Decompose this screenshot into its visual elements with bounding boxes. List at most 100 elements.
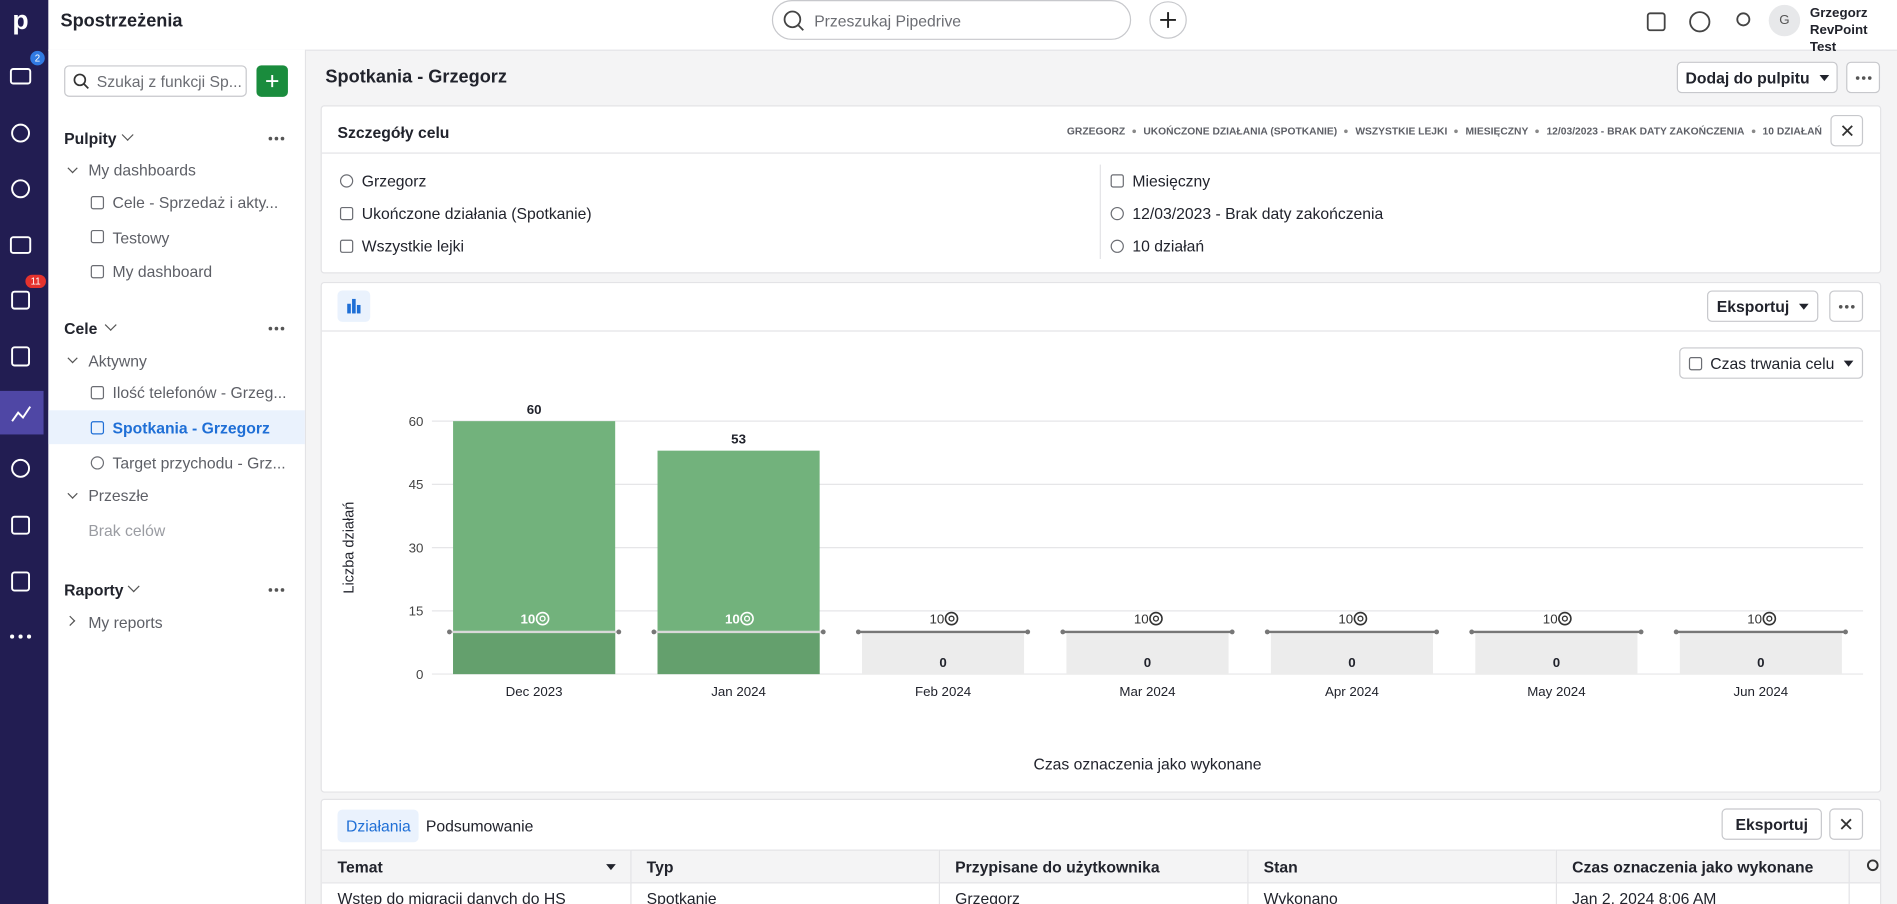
mail-icon[interactable] bbox=[9, 68, 32, 85]
table-header: Temat Typ Przypisane do użytkownika Stan Cza… bbox=[321, 850, 1881, 883]
target-end bbox=[1469, 629, 1475, 635]
sidebar-item[interactable]: Testowy bbox=[112, 228, 170, 247]
target-icon bbox=[539, 615, 546, 622]
period-icon bbox=[1110, 174, 1124, 188]
section-title[interactable]: Raporty bbox=[64, 580, 124, 600]
y-axis-label: Liczba działań bbox=[341, 502, 357, 594]
value-label: 0 bbox=[939, 655, 946, 670]
section-title[interactable]: Pulpity bbox=[64, 129, 117, 148]
period-select[interactable]: Czas trwania celu bbox=[1679, 347, 1864, 379]
extensions-icon[interactable] bbox=[1646, 12, 1666, 32]
tag: MIESIĘCZNY bbox=[1465, 124, 1529, 137]
user-icon bbox=[339, 174, 354, 188]
target-label: 10 bbox=[1134, 611, 1149, 626]
target-label: 10 bbox=[725, 611, 740, 626]
detail-field: Ukończone działania (Spotkanie) bbox=[361, 204, 592, 223]
x-tick-label: May 2024 bbox=[1527, 684, 1585, 699]
target-icon bbox=[944, 611, 959, 626]
target-end bbox=[1434, 629, 1440, 635]
sidebar-item[interactable]: My dashboard bbox=[112, 262, 213, 281]
detail-field: Wszystkie lejki bbox=[361, 237, 464, 256]
bar-below-target bbox=[453, 631, 616, 675]
sidebar-item-active[interactable]: Spotkania - Grzegorz bbox=[112, 418, 270, 437]
add-to-dashboard[interactable]: Dodaj do pulpitu bbox=[1676, 61, 1838, 94]
sidebar-item[interactable]: Target przychodu - Grz... bbox=[112, 453, 286, 472]
add-button[interactable] bbox=[1149, 1, 1187, 39]
insights-active[interactable] bbox=[0, 390, 44, 435]
top-icons bbox=[1646, 11, 1751, 33]
group-title[interactable]: Aktywny bbox=[88, 352, 147, 371]
more[interactable] bbox=[266, 134, 285, 141]
insights-icon bbox=[11, 406, 32, 422]
close[interactable] bbox=[1829, 808, 1864, 840]
products-icon[interactable] bbox=[11, 515, 31, 535]
target-label: 10 bbox=[929, 611, 944, 626]
sidebar-item[interactable]: Ilość telefonów - Grzeg... bbox=[112, 383, 287, 402]
tag: 10 DZIAŁAŃ bbox=[1762, 124, 1822, 137]
chevron bbox=[67, 488, 78, 499]
contacts-icon[interactable] bbox=[9, 236, 32, 254]
tab[interactable]: Podsumowanie bbox=[425, 816, 534, 836]
leads-icon[interactable] bbox=[11, 123, 31, 143]
target-area bbox=[1679, 631, 1842, 675]
target-end bbox=[1229, 629, 1235, 635]
nav-icons: p 2 11 bbox=[0, 5, 46, 639]
reports-icon[interactable] bbox=[11, 571, 31, 592]
search-box[interactable]: Przeszukaj Pipedrive bbox=[771, 0, 1132, 40]
chart-type-button[interactable] bbox=[337, 290, 371, 322]
group-title[interactable]: My reports bbox=[88, 613, 163, 632]
search-placeholder: Przeszukaj Pipedrive bbox=[814, 12, 962, 31]
deals-icon[interactable] bbox=[11, 179, 31, 199]
target-icon bbox=[1558, 611, 1572, 626]
plus-icon bbox=[266, 75, 279, 88]
chevron bbox=[67, 163, 78, 174]
tab-active[interactable]: Działania bbox=[337, 809, 420, 843]
bar-below-target bbox=[657, 631, 820, 675]
target-end bbox=[1264, 629, 1270, 635]
group-title[interactable]: My dashboards bbox=[88, 160, 196, 180]
tasks-icon[interactable] bbox=[11, 346, 31, 367]
sidebar-item[interactable]: Cele - Sprzedaż i akty... bbox=[112, 193, 279, 212]
nav-bar: p 2 11 bbox=[0, 0, 49, 904]
chevron bbox=[65, 615, 76, 626]
more[interactable] bbox=[1846, 61, 1881, 94]
add-button[interactable] bbox=[256, 65, 288, 97]
button-label: Eksportuj bbox=[1735, 815, 1809, 834]
duration-icon bbox=[1110, 206, 1124, 221]
search-icon bbox=[73, 73, 89, 89]
tag: WSZYSTKIE LEJKI bbox=[1355, 124, 1448, 137]
settings[interactable] bbox=[1848, 850, 1881, 883]
help-icon[interactable] bbox=[1689, 11, 1711, 33]
cell: Wykonano bbox=[1247, 882, 1557, 904]
dashboard-icon bbox=[90, 229, 105, 244]
export-button[interactable]: Eksportuj bbox=[1721, 808, 1822, 840]
x-tick-label: Apr 2024 bbox=[1325, 684, 1379, 699]
export-button[interactable]: Eksportuj bbox=[1707, 290, 1819, 322]
more[interactable] bbox=[1829, 290, 1864, 322]
group-title[interactable]: Przeszłe bbox=[88, 486, 149, 505]
column-header: Typ bbox=[630, 850, 940, 883]
column-header: Przypisane do użytkownika bbox=[938, 850, 1248, 883]
target-label: 10 bbox=[1543, 611, 1558, 626]
table-row[interactable]: Wstęp do migracji danych do HS Spotkanie G… bbox=[321, 882, 1881, 904]
app-title: Spostrzeżenia bbox=[60, 10, 183, 32]
column-header: Stan bbox=[1247, 850, 1557, 883]
badge: 2 bbox=[35, 54, 40, 65]
close[interactable] bbox=[1830, 114, 1864, 147]
sidebar-search[interactable]: Szukaj z funkcji Sp... bbox=[64, 65, 247, 97]
more[interactable] bbox=[266, 586, 285, 593]
section-title[interactable]: Cele bbox=[64, 319, 98, 338]
target-icon bbox=[535, 611, 550, 626]
target-icon bbox=[1766, 615, 1773, 622]
card-title: Szczegóły celu bbox=[337, 123, 450, 142]
avatar[interactable]: G bbox=[1768, 4, 1801, 37]
revenue-icon bbox=[90, 456, 105, 470]
cell: Grzegorz bbox=[938, 882, 1248, 904]
tips-icon[interactable] bbox=[1736, 12, 1751, 27]
campaigns-icon[interactable] bbox=[11, 458, 31, 478]
page-title: Spotkania - Grzegorz bbox=[325, 66, 507, 88]
more[interactable] bbox=[266, 324, 285, 331]
goal-icon bbox=[90, 386, 105, 400]
calendar-icon[interactable] bbox=[11, 290, 31, 310]
